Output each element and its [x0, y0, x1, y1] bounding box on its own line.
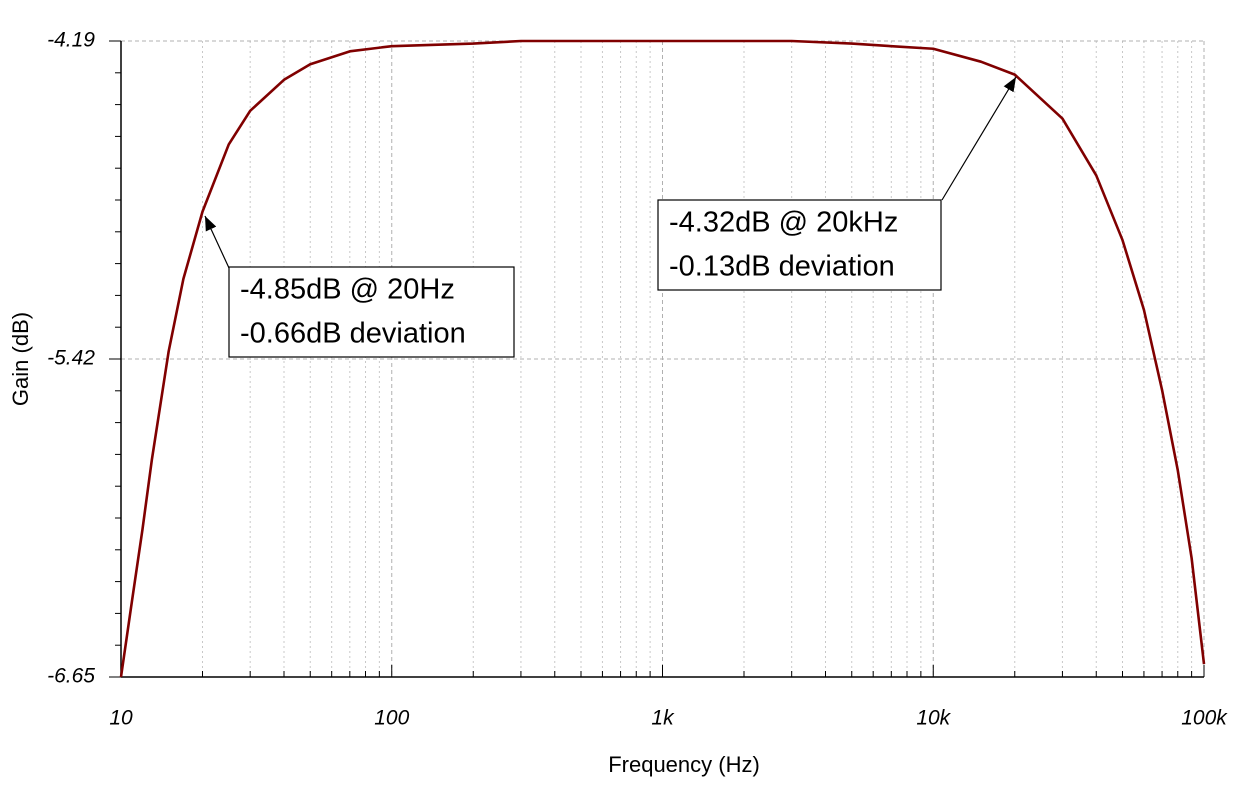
x-tick-label: 1k — [651, 707, 675, 730]
y-axis-label: Gain (dB) — [8, 312, 33, 406]
annotation-arrow — [204, 215, 230, 269]
annotation-arrow — [941, 76, 1017, 201]
annotation-box — [657, 199, 942, 291]
grid — [120, 40, 1205, 678]
x-tick-label: 10 — [109, 707, 133, 730]
x-axis-label: Frequency (Hz) — [608, 752, 760, 777]
annotation-text: -4.32dB @ 20kHz — [669, 207, 898, 239]
annotation-text: -4.85dB @ 20Hz — [240, 274, 455, 306]
x-tick-label: 10k — [916, 707, 951, 730]
x-tick-label: 100k — [1181, 707, 1228, 730]
annotation-text: -0.13dB deviation — [669, 251, 895, 283]
line-series — [119, 39, 1206, 678]
y-tick-label: -6.65 — [47, 665, 95, 688]
y-tick-label: -4.19 — [47, 29, 95, 52]
annotation-box — [228, 266, 515, 358]
x-tick-label: 100 — [374, 707, 409, 730]
annotation-text: -0.66dB deviation — [240, 318, 466, 350]
y-tick-label: -5.42 — [47, 347, 95, 370]
